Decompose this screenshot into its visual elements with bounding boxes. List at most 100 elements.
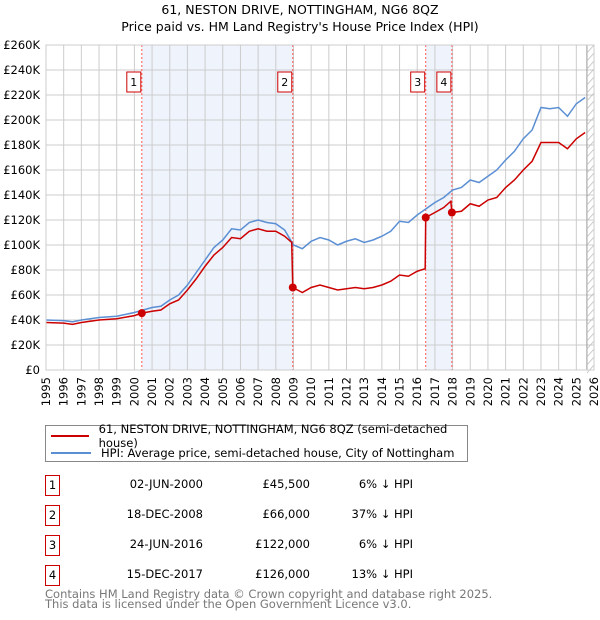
forecast-hatch bbox=[586, 356, 595, 366]
y-tick-label: £180K bbox=[3, 138, 40, 152]
sale-price: £122,000 bbox=[255, 537, 310, 551]
sale-hpi-diff: 37% ↓ HPI bbox=[351, 507, 413, 521]
forecast-hatch bbox=[586, 236, 595, 246]
forecast-hatch bbox=[586, 196, 595, 206]
series-line bbox=[45, 131, 586, 326]
forecast-hatch bbox=[586, 188, 595, 198]
forecast-hatch bbox=[586, 68, 595, 78]
sale-hpi-diff: 13% ↓ HPI bbox=[351, 567, 413, 581]
x-tick-label: 2025 bbox=[569, 377, 583, 406]
x-tick-label: 2015 bbox=[393, 377, 407, 406]
sale-label: 3 bbox=[414, 76, 421, 89]
forecast-hatch bbox=[586, 52, 595, 62]
x-tick-label: 2010 bbox=[304, 377, 318, 406]
y-tick-label: £140K bbox=[3, 188, 40, 202]
y-tick-label: £160K bbox=[3, 163, 40, 177]
x-tick-label: 2001 bbox=[145, 377, 159, 406]
forecast-hatch bbox=[586, 364, 595, 374]
forecast-hatch bbox=[586, 284, 595, 294]
sale-hpi-diff: 6% ↓ HPI bbox=[358, 537, 413, 551]
series-line bbox=[45, 96, 586, 323]
forecast-hatch bbox=[586, 108, 595, 118]
x-tick-label: 2018 bbox=[446, 377, 460, 406]
forecast-hatch bbox=[586, 60, 595, 70]
forecast-hatch bbox=[586, 124, 595, 134]
chart-title: 61, NESTON DRIVE, NOTTINGHAM, NG6 8QZ bbox=[161, 2, 438, 17]
legend-label: 61, NESTON DRIVE, NOTTINGHAM, NG6 8QZ (s… bbox=[98, 422, 448, 450]
chart-subtitle: Price paid vs. HM Land Registry's House … bbox=[121, 19, 478, 34]
y-tick-label: £60K bbox=[11, 288, 41, 302]
forecast-hatch bbox=[586, 92, 595, 102]
x-tick-label: 2016 bbox=[410, 377, 424, 406]
x-tick-label: 2007 bbox=[251, 377, 265, 406]
sale-label: 1 bbox=[130, 76, 137, 89]
x-tick-label: 1998 bbox=[92, 377, 106, 406]
sale-row: 3 24-JUN-2016 £122,000 6% ↓ HPI bbox=[45, 535, 465, 556]
forecast-hatch bbox=[586, 260, 595, 270]
forecast-hatch bbox=[586, 324, 595, 334]
sale-date: 24-JUN-2016 bbox=[129, 537, 203, 551]
x-tick-label: 2009 bbox=[286, 377, 300, 406]
sale-label-box bbox=[126, 71, 142, 93]
sale-label: 2 bbox=[281, 76, 288, 89]
x-tick-label: 1999 bbox=[110, 377, 124, 406]
ownership-shading bbox=[425, 45, 452, 370]
plot-frame bbox=[45, 44, 595, 371]
sale-label-box bbox=[436, 71, 452, 93]
forecast-hatch bbox=[586, 132, 595, 142]
forecast-hatch bbox=[586, 348, 595, 358]
forecast-hatch bbox=[586, 172, 595, 182]
sale-hpi-diff: 6% ↓ HPI bbox=[358, 477, 413, 491]
sale-number-badge: 4 bbox=[45, 565, 60, 586]
forecast-hatch bbox=[586, 292, 595, 302]
sale-price: £45,500 bbox=[262, 477, 310, 491]
sale-row: 1 02-JUN-2000 £45,500 6% ↓ HPI bbox=[45, 475, 465, 496]
forecast-hatch bbox=[586, 212, 595, 222]
y-tick-label: £220K bbox=[3, 88, 40, 102]
forecast-hatch bbox=[586, 308, 595, 318]
forecast-hatch bbox=[586, 116, 595, 126]
x-tick-label: 2024 bbox=[552, 377, 566, 406]
forecast-hatch bbox=[586, 316, 595, 326]
footer-line: Contains HM Land Registry data © Crown c… bbox=[45, 587, 493, 601]
legend-item-property: 61, NESTON DRIVE, NOTTINGHAM, NG6 8QZ (s… bbox=[46, 422, 467, 450]
x-tick-label: 2006 bbox=[233, 377, 247, 406]
forecast-hatch bbox=[586, 300, 595, 310]
ownership-shading bbox=[141, 45, 293, 370]
forecast-hatch bbox=[586, 164, 595, 174]
forecast-hatch bbox=[586, 148, 595, 158]
forecast-hatch bbox=[586, 220, 595, 230]
forecast-hatch bbox=[586, 156, 595, 166]
forecast-hatch bbox=[586, 340, 595, 350]
sale-date: 18-DEC-2008 bbox=[126, 507, 203, 521]
sale-point bbox=[137, 309, 146, 318]
x-tick-label: 2014 bbox=[375, 377, 389, 406]
sale-date: 15-DEC-2017 bbox=[126, 567, 203, 581]
x-tick-label: 1995 bbox=[39, 377, 53, 406]
x-tick-label: 1996 bbox=[57, 377, 71, 406]
sale-number-badge: 2 bbox=[45, 505, 60, 526]
sale-price: £126,000 bbox=[255, 567, 310, 581]
x-tick-label: 2005 bbox=[216, 377, 230, 406]
x-tick-label: 2008 bbox=[269, 377, 283, 406]
forecast-hatch bbox=[586, 140, 595, 150]
legend-item-hpi: HPI: Average price, semi-detached house,… bbox=[46, 445, 454, 461]
x-tick-label: 2000 bbox=[127, 377, 141, 406]
sale-point bbox=[421, 213, 430, 222]
y-tick-label: £20K bbox=[11, 338, 41, 352]
x-tick-label: 2004 bbox=[198, 377, 212, 406]
y-tick-label: £120K bbox=[3, 213, 40, 227]
y-tick-label: £240K bbox=[3, 63, 40, 77]
y-tick-label: £0 bbox=[25, 363, 40, 377]
forecast-hatch bbox=[586, 204, 595, 214]
sale-point bbox=[288, 283, 297, 292]
sale-label-box bbox=[277, 71, 293, 93]
x-tick-label: 2011 bbox=[322, 377, 336, 406]
forecast-hatch bbox=[586, 180, 595, 190]
forecast-hatch bbox=[586, 276, 595, 286]
y-tick-label: £260K bbox=[3, 38, 40, 52]
price-chart: 61, NESTON DRIVE, NOTTINGHAM, NG6 8QZ Pr… bbox=[3, 2, 600, 406]
red-line-swatch bbox=[51, 435, 89, 437]
forecast-hatch bbox=[586, 332, 595, 342]
